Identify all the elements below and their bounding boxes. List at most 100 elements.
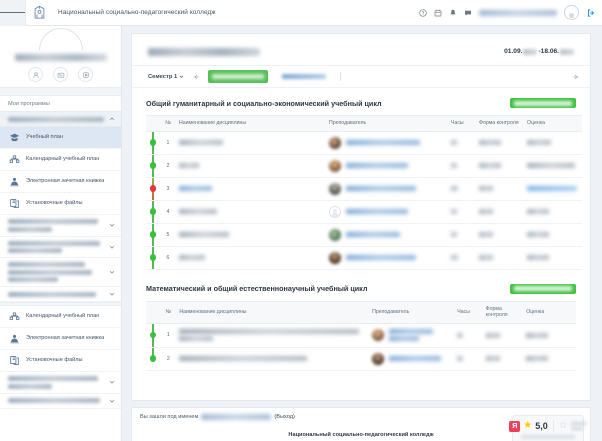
discipline-name[interactable] [176,323,370,348]
sidebar-group-collapsed[interactable] [0,258,121,287]
hours-value [448,246,476,270]
next-period-arrow-icon[interactable] [572,73,580,81]
profile-icon[interactable] [28,67,43,82]
sidebar-item-calendar-plan[interactable]: Календарный учебный план [0,149,121,171]
th-status [146,300,161,324]
table-row[interactable]: 4 [146,200,582,224]
sidebar-group-collapsed[interactable] [0,236,121,258]
discipline-name[interactable] [176,131,326,155]
mark-link[interactable] [524,177,582,201]
teacher-link [346,186,416,191]
files-icon [10,356,19,365]
rate-us-label[interactable] [570,422,587,430]
period-chip[interactable] [278,70,330,83]
college-crest-icon[interactable] [26,0,52,26]
sidebar-group-expanded[interactable] [0,111,121,127]
control-form-value [476,154,524,178]
row-status [146,347,161,371]
row-status [146,131,160,155]
chevron-down-icon [179,75,184,78]
section-title: Общий гуманитарный и социально-экономиче… [146,98,382,108]
semester-select[interactable]: Семестр 1 [148,74,184,80]
teacher-avatar[interactable] [372,352,385,365]
table-row[interactable]: 2 [146,154,582,178]
avatar[interactable] [564,5,579,20]
table-row[interactable]: 1 [146,323,576,348]
teacher-link [346,232,400,237]
sidebar-item-gradebook[interactable]: Электронная зачетная книжка [0,171,121,193]
chat-bubble-icon[interactable] [464,9,472,17]
period-chip-active[interactable] [208,70,269,83]
discipline-name[interactable] [176,177,326,201]
row-status [146,200,160,224]
header-user-name[interactable] [479,9,557,16]
teacher-avatar[interactable] [329,182,341,195]
section-title: Математический и общий естественнонаучны… [146,284,368,293]
th-teacher: Преподаватель [369,300,455,324]
table-row[interactable]: 3 [146,177,582,201]
chevron-down-icon [109,270,115,274]
chip-divider [340,72,342,81]
teacher-avatar[interactable] [329,251,341,264]
play-circle-icon[interactable] [78,67,93,82]
control-form-value [482,323,524,348]
program-title [148,48,260,56]
logout-icon[interactable] [586,8,596,18]
teacher-link [346,140,420,145]
sidebar-item-label: Учебный план [26,134,64,141]
bell-icon[interactable] [449,9,457,17]
table-row[interactable]: 2 [146,347,576,371]
hamburger-menu-icon[interactable] [0,0,26,26]
sidebar-group-collapsed[interactable] [0,215,121,237]
control-form-value [476,177,524,201]
logout-link[interactable]: (Выход) [274,414,295,420]
status-badge [510,283,576,294]
discipline-name[interactable] [176,347,370,371]
footer-org-name: Национальный социально-педагогический ко… [288,432,434,438]
id-card-icon[interactable] [53,67,68,82]
calendar-plan-icon [9,312,20,320]
disciplines-table: № Наименование дисциплины Преподаватель … [146,115,582,270]
th-hours: Часы [454,300,483,324]
sidebar-group-collapsed[interactable] [0,287,121,302]
teacher-cell [326,177,448,201]
teacher-avatar[interactable] [329,159,341,172]
sidebar-heading: Мои программы [8,101,50,107]
calendar-icon[interactable] [434,9,442,17]
table-row[interactable]: 6 [146,246,582,270]
teacher-avatar[interactable] [372,329,385,341]
discipline-name[interactable] [176,223,326,247]
sidebar-item-calendar-plan-2[interactable]: Календарный учебный план [0,306,121,328]
discipline-name[interactable] [176,200,326,224]
star-outline-icon[interactable]: ☆ [558,420,568,431]
th-discipline: Наименование дисциплины [176,115,326,132]
teacher-avatar[interactable] [329,228,341,241]
discipline-name[interactable] [176,246,326,270]
sidebar-item-setup-files[interactable]: Установочные файлы [0,193,121,215]
status-dot-green [149,231,157,238]
discipline-name[interactable] [176,154,326,178]
table-row[interactable]: 1 [146,131,582,155]
sidebar-item-study-plan[interactable]: Учебный план [0,127,121,149]
status-dot-green [149,331,157,339]
mark-value [523,323,576,348]
yandex-rating-widget[interactable]: Я ★ 5,0 ☆ [509,415,587,441]
teacher-avatar-placeholder[interactable] [329,205,341,218]
table-row[interactable]: 5 [146,223,582,247]
status-dot-green [149,355,157,362]
help-circle-icon[interactable] [419,8,427,17]
sidebar-avatar[interactable] [38,28,83,50]
teacher-avatar[interactable] [329,136,341,149]
sidebar-item-setup-files-2[interactable]: Установочные файлы [0,350,121,372]
sidebar-item-gradebook-2[interactable]: Электронная зачетная книжка [0,328,121,350]
row-number: 5 [160,223,176,247]
row-number: 3 [160,177,176,201]
teacher-cell [326,200,448,224]
files-icon [10,199,19,208]
sidebar-group-collapsed[interactable] [0,372,121,394]
row-number: 2 [160,347,177,371]
sidebar-group-collapsed[interactable] [0,393,121,409]
prev-period-arrow-icon[interactable] [192,73,200,81]
section-mathematics: Математический и общий естественнонаучны… [132,270,590,371]
card-header: 01.09. -18.06. [132,34,590,65]
